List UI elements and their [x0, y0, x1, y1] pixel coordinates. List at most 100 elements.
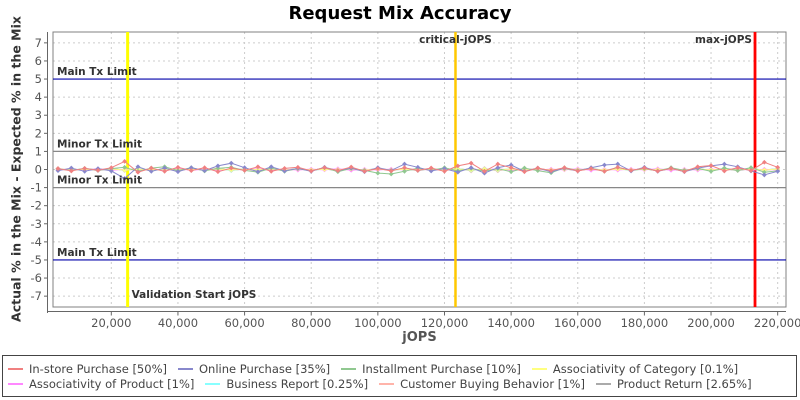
series-marker — [228, 165, 234, 171]
x-tick-label: 140,000 — [487, 316, 535, 330]
series-marker — [442, 166, 447, 171]
series-marker — [428, 168, 434, 174]
series-marker — [268, 168, 274, 174]
series-marker — [761, 169, 767, 175]
legend-label: Business Report [0.25%] — [226, 376, 369, 391]
series-marker — [748, 165, 754, 171]
series-marker — [468, 165, 474, 171]
legend-item: Online Purchase [35%] — [177, 362, 330, 376]
tx-limit-label: Main Tx Limit — [57, 66, 137, 78]
series-marker — [735, 168, 741, 173]
series-marker — [82, 166, 88, 171]
series-marker — [495, 161, 501, 167]
series-marker — [681, 169, 687, 174]
series-marker — [122, 167, 128, 173]
series-marker — [548, 168, 554, 173]
series-marker — [615, 161, 621, 167]
series-marker — [708, 163, 714, 168]
series-marker — [615, 164, 621, 170]
series-marker — [388, 168, 394, 174]
series-marker — [535, 168, 541, 173]
series-marker — [562, 165, 567, 171]
y-tick-label: -4 — [31, 235, 42, 249]
series-marker — [188, 168, 194, 173]
y-tick-label: 3 — [35, 108, 42, 122]
y-tick-label: -2 — [31, 199, 42, 213]
series-marker — [602, 162, 607, 168]
x-tick-label: 200,000 — [687, 316, 735, 330]
series-marker — [522, 165, 527, 171]
x-tick-label: 180,000 — [621, 316, 669, 330]
series-marker — [575, 168, 581, 174]
series-marker — [215, 169, 221, 175]
series-marker — [455, 169, 461, 175]
y-tick-label: 4 — [35, 90, 42, 104]
series-marker — [108, 168, 114, 174]
series-marker — [761, 159, 767, 165]
series-marker — [175, 164, 181, 170]
x-tick-label: 20,000 — [91, 316, 131, 330]
legend-swatch — [205, 382, 221, 385]
series-marker — [402, 165, 407, 171]
legend-swatch — [177, 367, 193, 370]
series-marker — [775, 168, 781, 174]
series-marker — [108, 165, 114, 171]
series-marker — [748, 168, 754, 173]
series-marker — [68, 165, 74, 171]
series-marker — [735, 165, 741, 171]
series-marker — [135, 169, 141, 175]
series-marker — [535, 165, 541, 171]
y-tick-label: 6 — [35, 54, 42, 68]
legend-label: Installment Purchase [10%] — [362, 361, 521, 376]
series-marker — [415, 168, 421, 173]
series-marker — [402, 168, 407, 174]
legend-row: In-store Purchase [50%] Online Purchase [… — [8, 362, 791, 376]
x-tick-label: 60,000 — [224, 316, 264, 330]
series-marker — [282, 168, 287, 174]
legend-swatch — [8, 382, 23, 385]
x-tick-label: 120,000 — [421, 316, 469, 330]
y-tick-label: -1 — [31, 181, 42, 195]
series-marker — [375, 166, 381, 171]
series-marker — [162, 165, 168, 171]
series-marker — [602, 168, 607, 174]
series-marker — [148, 168, 154, 174]
series-marker — [402, 161, 407, 167]
series-marker — [375, 170, 381, 176]
series-marker — [388, 171, 394, 177]
series-marker — [508, 169, 514, 175]
series-marker — [655, 168, 661, 174]
series-marker — [628, 168, 634, 173]
series-marker — [55, 166, 61, 171]
tx-limit-label: Minor Tx Limit — [57, 138, 142, 150]
series-marker — [82, 168, 88, 174]
series-marker — [215, 163, 221, 169]
x-tick-label: 220,000 — [754, 316, 800, 330]
legend-swatch — [8, 367, 23, 370]
series-marker — [495, 165, 501, 171]
y-tick-label: 7 — [35, 36, 42, 50]
chart-title: Request Mix Accuracy — [288, 3, 512, 24]
series-marker — [668, 166, 674, 171]
series-marker — [335, 168, 341, 173]
x-tick-label: 40,000 — [158, 316, 198, 330]
series-marker — [135, 164, 141, 170]
series-marker — [308, 168, 314, 174]
y-tick-label: -5 — [31, 253, 42, 267]
series-marker — [175, 169, 181, 175]
x-tick-label: 80,000 — [291, 316, 331, 330]
series-marker — [362, 168, 367, 174]
x-tick-label: 100,000 — [354, 316, 402, 330]
legend-label: Associativity of Category [0.1%] — [552, 361, 739, 376]
series-marker — [348, 164, 354, 170]
legend-item: Associativity of Category [0.1%] — [531, 361, 739, 376]
series-marker — [295, 164, 301, 170]
tx-limit-label: Minor Tx Limit — [57, 175, 142, 187]
series-marker — [522, 169, 527, 175]
x-axis-label: jOPS — [402, 330, 437, 345]
y-tick-label: 5 — [35, 72, 42, 86]
series-marker — [202, 168, 207, 173]
y-tick-label: -6 — [31, 271, 42, 285]
